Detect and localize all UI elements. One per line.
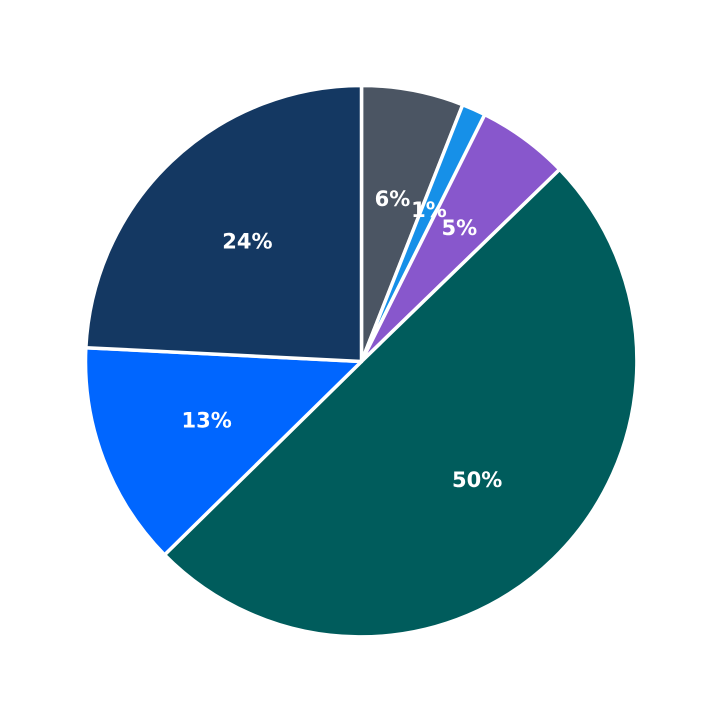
pie-slice-3 [162,167,639,639]
pie-slice-label-2: 5% [442,216,478,240]
pie-slice-4 [83,345,364,557]
pie-slice-label-4: 13% [182,408,232,432]
pie-slice-5 [84,83,364,364]
pie-slice-label-5: 24% [222,230,272,254]
pie-slice-label-3: 50% [452,468,502,492]
labels-layer: 6% 1%5% 50% 13% 24% [182,187,503,492]
pie-slice-label-1: 1% [411,198,447,222]
slices-layer [83,83,639,639]
pie-slice-label-0: 6% [375,187,411,211]
